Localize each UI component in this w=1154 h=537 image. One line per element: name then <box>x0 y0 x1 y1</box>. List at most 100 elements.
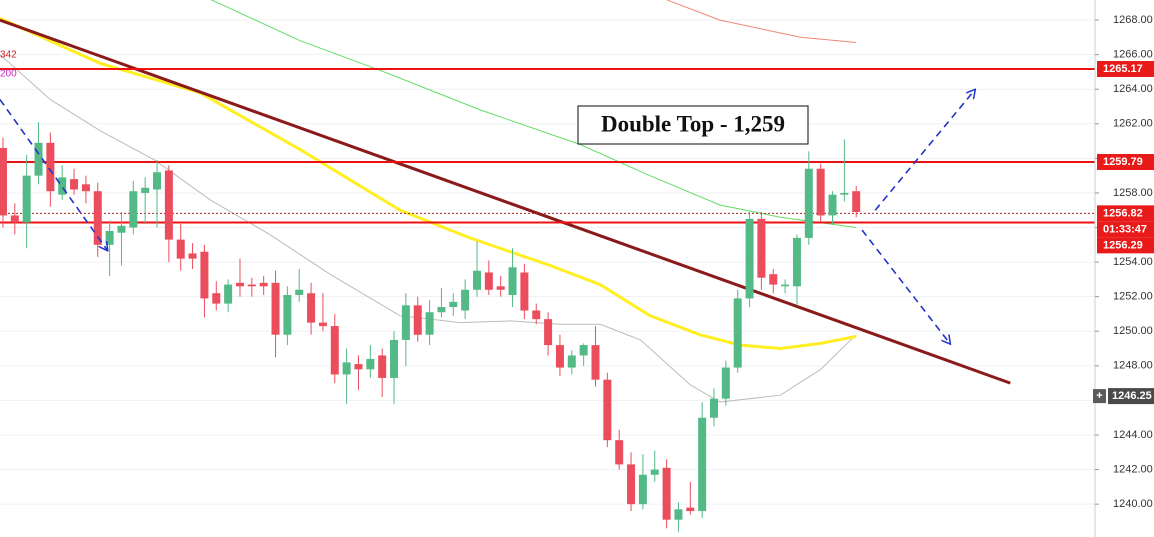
candle-body <box>792 237 801 287</box>
candle-body <box>141 187 150 193</box>
candle-body <box>212 293 221 304</box>
candle-body <box>283 294 292 335</box>
candle-body <box>342 362 351 375</box>
arrows <box>0 90 975 343</box>
candle-body <box>674 509 683 520</box>
candle-body <box>0 147 7 216</box>
candle-body <box>259 282 268 287</box>
price-tag-label: 1256.29 <box>1103 239 1143 251</box>
candle-body <box>662 467 671 520</box>
candle-body <box>472 270 481 290</box>
candle-body <box>555 345 564 368</box>
price-tag-label: 1256.82 <box>1103 207 1143 219</box>
candle-body <box>247 284 256 287</box>
candle-body <box>425 312 434 335</box>
candle-body <box>330 326 339 375</box>
corner-label: 200 <box>0 69 17 80</box>
candle-body <box>378 355 387 378</box>
candle-body <box>129 191 138 228</box>
candle-body <box>638 474 647 505</box>
candle-body <box>224 284 233 304</box>
countdown: 01:33:47 <box>1103 223 1147 235</box>
price-tag <box>1097 153 1154 170</box>
candle-body <box>164 170 173 240</box>
candle-body <box>81 184 90 192</box>
y-tick-label: 1258.00 <box>1113 187 1153 199</box>
y-tick-label: 1250.00 <box>1113 325 1153 337</box>
candle-body <box>413 305 422 335</box>
candle-body <box>484 272 493 290</box>
y-tick-label: 1262.00 <box>1113 118 1153 130</box>
overlay-line <box>0 54 857 403</box>
candle-body <box>840 192 849 195</box>
y-tick-label: 1242.00 <box>1113 463 1153 475</box>
candle-body <box>745 218 754 299</box>
candle-body <box>295 289 304 295</box>
candle-body <box>579 345 588 356</box>
candle-body <box>615 440 624 465</box>
overlay-line <box>665 0 857 43</box>
candle-body <box>532 310 541 320</box>
candle-body <box>235 282 244 287</box>
candle-body <box>176 239 185 259</box>
candle-body <box>816 168 825 216</box>
annotation-box <box>577 105 809 145</box>
cursor-price-tag <box>1108 388 1154 405</box>
cursor-price-label: 1246.25 <box>1112 390 1152 402</box>
candle-body <box>686 507 695 512</box>
y-tick-label: 1266.00 <box>1113 49 1153 61</box>
candle-body <box>544 319 553 346</box>
price-tag-label: 1259.79 <box>1103 156 1143 168</box>
candle-body <box>10 215 19 223</box>
candle-body <box>105 230 114 245</box>
candle-body <box>710 398 719 418</box>
candles <box>0 122 861 532</box>
candle-body <box>93 191 102 245</box>
cursor-plus: + <box>1096 390 1102 402</box>
candle-body <box>627 464 636 505</box>
candle-body <box>366 358 375 370</box>
countdown-tag <box>1097 221 1154 238</box>
y-tick-label: 1268.00 <box>1113 14 1153 26</box>
candle-body <box>354 364 363 370</box>
candle-body <box>401 305 410 340</box>
candle-body <box>757 218 766 278</box>
price-axis: 1240.001242.001244.001246.001248.001250.… <box>1093 14 1154 510</box>
price-tag <box>1097 237 1154 254</box>
candle-body <box>508 267 517 295</box>
candle-body <box>804 168 813 238</box>
candle-body <box>520 272 529 311</box>
candle-body <box>721 367 730 399</box>
candle-body <box>496 286 505 290</box>
y-tick-label: 1240.00 <box>1113 498 1153 510</box>
y-tick-label: 1244.00 <box>1113 429 1153 441</box>
candle-body <box>22 175 31 223</box>
candle-body <box>390 339 399 378</box>
candle-body <box>650 469 659 475</box>
candle-body <box>769 274 778 285</box>
candle-body <box>46 142 55 192</box>
levels <box>0 67 1095 224</box>
candle-body <box>852 191 861 212</box>
candle-body <box>698 417 707 512</box>
candle-body <box>591 345 600 380</box>
candle-body <box>271 282 280 335</box>
candle-body <box>781 284 790 287</box>
candle-body <box>58 177 67 195</box>
arrow <box>874 90 975 211</box>
candle-body <box>449 301 458 308</box>
y-tick-label: 1252.00 <box>1113 291 1153 303</box>
candle-body <box>318 322 327 327</box>
candle-body <box>567 355 576 368</box>
annotation: Double Top - 1,259 <box>601 111 785 136</box>
corner-label: 342 <box>0 50 17 61</box>
candle-body <box>70 179 79 190</box>
price-tag <box>1097 60 1154 77</box>
candle-body <box>34 142 43 176</box>
cursor-plus-box <box>1093 389 1106 404</box>
price-tag-label: 1265.17 <box>1103 63 1143 75</box>
candle-body <box>828 194 837 216</box>
overlay-line <box>0 18 1011 385</box>
